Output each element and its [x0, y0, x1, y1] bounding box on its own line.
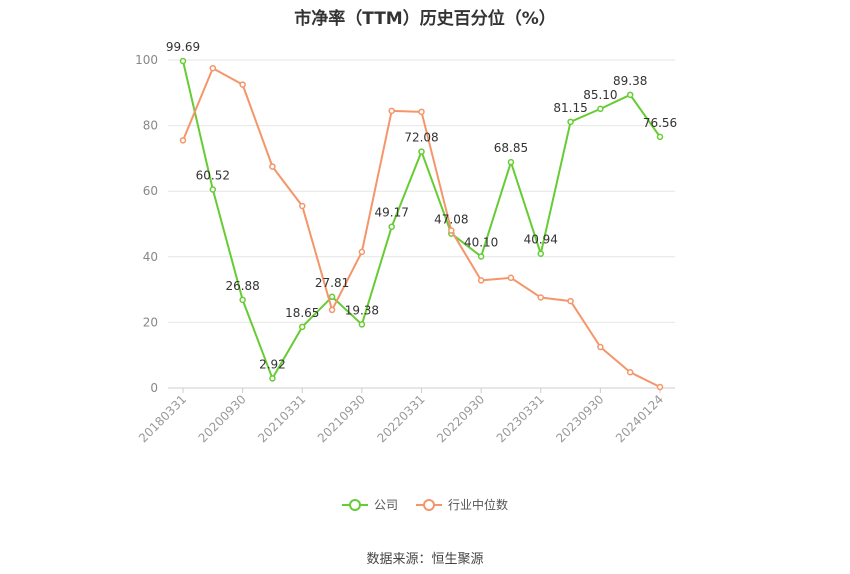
data-point-company [626, 91, 634, 99]
data-point-company [656, 133, 664, 141]
data-point-industry-median [626, 369, 634, 376]
data-point-industry-median [656, 383, 664, 391]
y-tick-label: 0 [150, 381, 158, 395]
x-tick-label: 20230930 [553, 392, 606, 445]
data-label: 47.08 [434, 213, 468, 227]
x-tick-label: 20220331 [375, 392, 428, 445]
legend-label-company: 公司 [373, 498, 398, 512]
data-point-company [537, 250, 544, 257]
data-label: 89.38 [613, 74, 647, 88]
data-point-company [597, 105, 604, 113]
data-point-industry-median [239, 81, 246, 88]
data-point-company [477, 253, 485, 260]
x-tick-label: 20240124 [613, 392, 666, 445]
data-label: 99.69 [166, 40, 200, 54]
data-label: 2.92 [259, 357, 286, 371]
legend: 公司 行业中位数 [0, 496, 850, 513]
legend-item-company[interactable]: 公司 [341, 496, 398, 513]
y-tick-label: 20 [143, 315, 158, 329]
data-label: 40.94 [524, 233, 558, 247]
x-tick-label: 20230331 [494, 392, 547, 445]
data-point-industry-median [448, 227, 455, 234]
y-tick-label: 80 [143, 119, 158, 133]
x-tick-label: 20220930 [434, 392, 487, 445]
y-tick-label: 100 [135, 53, 158, 67]
legend-item-industry-median[interactable]: 行业中位数 [416, 496, 508, 513]
data-labels: 99.69 60.52 26.88 2.92 18.65 27.81 19.38 49.17 7… [166, 40, 677, 371]
data-point-industry-median [477, 277, 485, 284]
data-point-industry-median [597, 343, 604, 351]
data-point-industry-median [179, 137, 187, 144]
data-point-company [179, 57, 187, 65]
data-point-company [269, 375, 276, 382]
x-tick-label: 20210930 [315, 392, 368, 445]
data-label: 27.81 [315, 276, 349, 290]
data-point-industry-median [388, 107, 395, 115]
data-label: 81.15 [553, 101, 587, 115]
data-point-industry-median [507, 274, 515, 282]
legend-swatch-company [341, 498, 368, 511]
data-label: 85.10 [583, 88, 617, 102]
data-point-company [299, 323, 306, 331]
data-point-industry-median [358, 248, 366, 256]
data-point-industry-median [537, 294, 544, 301]
data-point-industry-median [209, 64, 217, 72]
data-label: 19.38 [345, 303, 379, 317]
y-tick-label: 60 [143, 184, 158, 198]
data-point-company [239, 296, 246, 304]
data-point-company [507, 158, 515, 166]
data-point-company [418, 148, 425, 155]
x-tick-label: 20200930 [196, 392, 249, 445]
data-point-company [328, 293, 336, 301]
data-label: 60.52 [196, 168, 230, 182]
legend-swatch-industry-median [416, 498, 442, 511]
chart-title: 市净率（TTM）历史百分位（%） [294, 9, 556, 29]
data-point-company [567, 118, 574, 126]
series-lines [179, 57, 664, 391]
data-source: 数据来源：恒生聚源 [366, 552, 484, 567]
data-point-industry-median [299, 202, 306, 210]
data-point-industry-median [567, 297, 574, 305]
data-point-company [388, 223, 395, 230]
data-point-industry-median [328, 306, 336, 314]
data-label: 40.10 [464, 235, 498, 249]
data-label: 72.08 [404, 131, 438, 145]
y-tick-label: 40 [143, 250, 158, 264]
grid-lines [168, 59, 675, 323]
data-label: 68.85 [494, 141, 528, 155]
data-label: 26.88 [225, 279, 259, 293]
data-point-company [358, 321, 366, 328]
data-label: 76.56 [643, 116, 677, 130]
x-tick-label: 20180331 [136, 392, 189, 445]
data-point-industry-median [418, 108, 425, 116]
data-point-industry-median [269, 163, 276, 170]
series-line-industry-median [182, 67, 661, 388]
data-label: 49.17 [375, 206, 409, 220]
data-label: 18.65 [285, 306, 319, 320]
x-tick-label: 20210331 [255, 392, 308, 445]
legend-label-industry-median: 行业中位数 [448, 498, 509, 512]
data-point-company [209, 186, 217, 193]
